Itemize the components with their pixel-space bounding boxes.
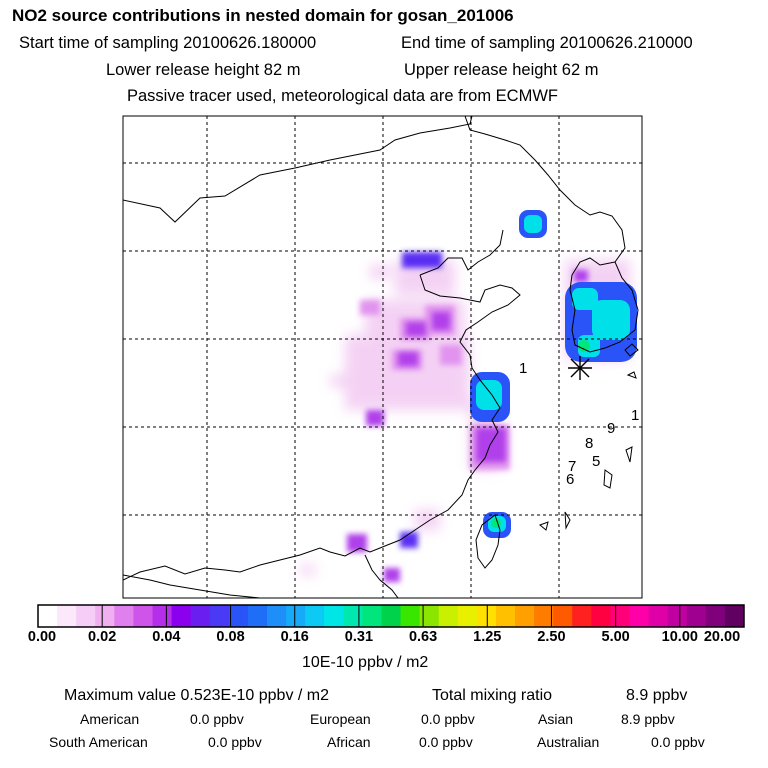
colorbar-swatch <box>343 605 363 627</box>
colorbar-swatch <box>95 605 115 627</box>
trajectory-marker-5: 5 <box>592 453 601 470</box>
gosan-asterisk-icon <box>568 356 592 380</box>
colorbar-swatch <box>190 605 211 627</box>
region-asian-value: 8.9 ppbv <box>621 711 675 727</box>
map-frame <box>122 115 643 599</box>
max-value-label: Maximum value 0.523E-10 ppbv / m2 <box>64 687 330 704</box>
colorbar-swatch <box>476 605 497 627</box>
colorbar-swatch <box>76 605 96 627</box>
colorbar-tick-label: 1.25 <box>473 629 502 645</box>
lat-lon-grid <box>123 116 642 598</box>
colorbar-swatch <box>553 605 573 627</box>
region-european-value: 0.0 ppbv <box>421 711 475 727</box>
colorbar-swatch <box>724 605 745 627</box>
colorbar-swatch <box>686 605 707 627</box>
colorbar-swatch <box>705 605 726 627</box>
colorbar-swatch <box>171 605 192 627</box>
plot-title: NO2 source contributions in nested domai… <box>12 6 514 25</box>
colorbar-swatch <box>648 605 669 627</box>
region-south-american-value: 0.0 ppbv <box>208 734 262 750</box>
start-time-label: Start time of sampling 20100626.180000 <box>19 34 317 52</box>
colorbar-swatch <box>515 605 535 627</box>
colorbar-tick-label: 0.16 <box>280 629 309 645</box>
colorbar-swatch <box>57 605 77 627</box>
colorbar-swatch <box>495 605 516 627</box>
hotspots <box>470 210 637 538</box>
colorbar-swatch <box>133 605 153 627</box>
colorbar-swatch <box>438 605 459 627</box>
colorbar-swatch <box>38 605 58 627</box>
colorbar-swatch <box>457 605 478 627</box>
colorbar-swatch <box>286 605 306 627</box>
region-african-name: African <box>327 734 371 750</box>
colorbar-tick-label: 20.00 <box>703 629 741 645</box>
total-mixing-value: 8.9 ppbv <box>626 687 688 704</box>
trajectory-marker-8: 8 <box>585 435 594 452</box>
coastlines <box>123 116 639 598</box>
colorbar <box>37 604 745 628</box>
colorbar-unit: 10E-10 ppbv / m2 <box>302 654 429 671</box>
region-american-name: American <box>80 711 140 727</box>
colorbar-swatch <box>381 605 402 627</box>
trajectory-marker-9: 9 <box>607 420 616 437</box>
colorbar-swatch <box>152 605 173 627</box>
colorbar-swatch <box>209 605 230 627</box>
concentration-field <box>300 210 637 582</box>
end-time-label: End time of sampling 20100626.210000 <box>401 34 693 52</box>
colorbar-swatch <box>419 605 440 627</box>
trajectory-marker-7: 7 <box>568 458 577 475</box>
colorbar-swatch <box>667 605 688 627</box>
region-australian-value: 0.0 ppbv <box>651 734 705 750</box>
colorbar-tick-label: 0.08 <box>216 629 245 645</box>
colorbar-swatch <box>610 605 631 627</box>
region-south-american-name: South American <box>49 734 148 750</box>
colorbar-tick-label: 0.00 <box>27 629 57 645</box>
region-asian-name: Asian <box>538 711 574 727</box>
colorbar-swatch <box>572 605 592 627</box>
colorbar-swatch <box>400 605 421 627</box>
trajectory-marker-1: 1 <box>519 360 528 377</box>
colorbar-tick-label: 10.00 <box>661 629 698 645</box>
colorbar-tick-label: 2.50 <box>537 629 566 645</box>
colorbar-tick-label: 0.04 <box>152 629 181 645</box>
colorbar-swatch <box>534 605 554 627</box>
region-european-name: European <box>310 711 371 727</box>
colorbar-swatch <box>114 605 134 627</box>
colorbar-swatch <box>591 605 611 627</box>
colorbar-swatch <box>266 605 287 627</box>
region-african-value: 0.0 ppbv <box>419 734 473 750</box>
colorbar-swatch <box>629 605 650 627</box>
colorbar-tick-label: 0.31 <box>344 629 374 645</box>
trajectory-marker-1b: 1 <box>631 407 640 424</box>
colorbar-swatch <box>247 605 268 627</box>
colorbar-tick-label: 0.02 <box>88 629 117 645</box>
colorbar-border <box>37 604 745 628</box>
lower-release-label: Lower release height 82 m <box>106 61 301 79</box>
colorbar-tick-label: 5.00 <box>601 629 630 645</box>
colorbar-swatch <box>228 605 249 627</box>
colorbar-swatch <box>305 605 325 627</box>
colorbar-tick-label: 0.63 <box>408 629 438 645</box>
region-australian-name: Australian <box>537 734 600 750</box>
region-american-value: 0.0 ppbv <box>190 711 244 727</box>
total-mixing-label: Total mixing ratio <box>432 687 553 704</box>
upper-release-label: Upper release height 62 m <box>404 61 599 79</box>
colorbar-swatch <box>362 605 382 627</box>
colorbar-swatch <box>324 605 344 627</box>
trajectory-marker-6: 6 <box>566 471 575 488</box>
tracer-note: Passive tracer used, meteorological data… <box>127 87 558 105</box>
